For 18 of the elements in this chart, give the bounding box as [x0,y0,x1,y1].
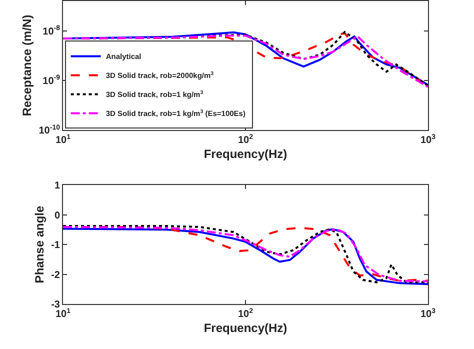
x-tick-label: 10$^{1}$ [55,134,71,146]
y-tick-label: -2 [51,270,60,281]
y-axis-title: Phanse angle [32,206,46,284]
y-tick-label: 1 [54,180,60,192]
x-tick-label: 10$^{2}$ [238,134,254,146]
y-tick-label: -1 [51,240,60,251]
x-axis-title: Frequency(Hz) [204,146,288,161]
y-tick-label: 0 [54,210,60,222]
y-tick-label: 10$^{-10}$ [38,124,60,136]
y-tick-label: 10$^{-9}$ [42,74,60,87]
x-tick-label: 10$^{1}$ [55,308,71,320]
y-tick-label: -3 [51,300,60,310]
x-tick-label: 10$^{2}$ [238,308,254,320]
x-tick-label: 10$^{3}$ [420,308,436,320]
x-tick-label: 10$^{3}$ [420,134,436,146]
y-tick-label: 10$^{-8}$ [42,25,60,38]
x-axis-title: Frequency(Hz) [204,320,288,335]
y-axis-title: Receptance (m/N) [20,14,34,116]
